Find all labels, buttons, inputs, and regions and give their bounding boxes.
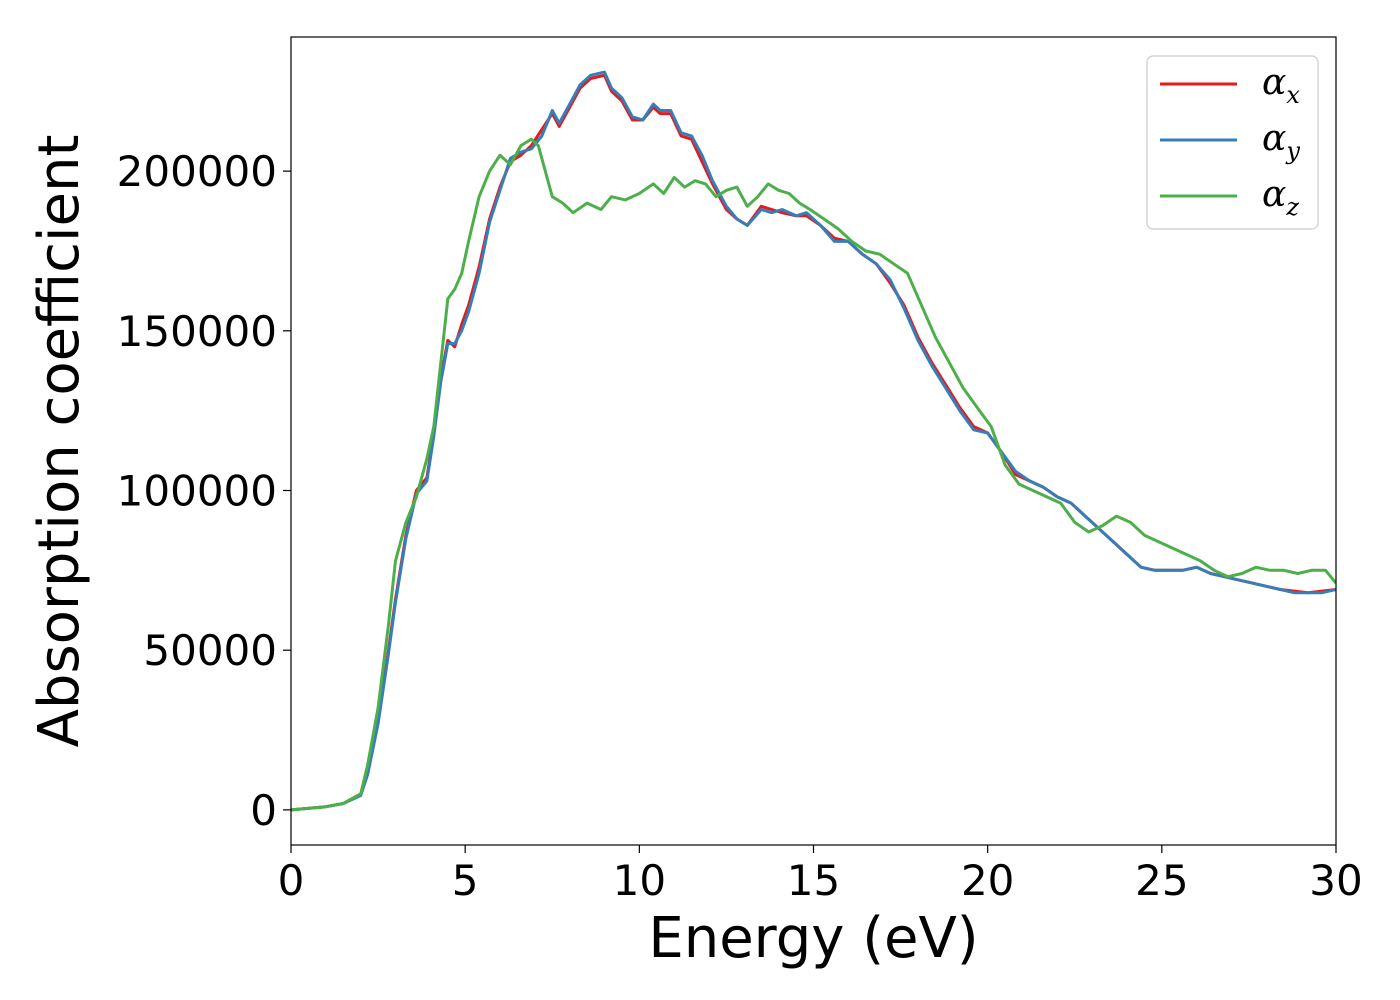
series-layer [291,70,1336,812]
y-axis-title: Absorption coefficient [27,135,92,748]
x-tick-label: 25 [1135,856,1188,905]
y-tick-label: 150000 [117,307,277,356]
x-axis-ticks: 0 5 10 15 20 25 30 [278,845,1363,905]
y-axis-ticks: 0 50000 100000 150000 200000 [117,147,291,835]
legend-label-x: αx [1262,62,1300,109]
y-tick-label: 200000 [117,147,277,196]
y-tick-label: 0 [250,786,277,835]
x-tick-label: 0 [278,856,305,905]
x-axis-title: Energy (eV) [648,906,978,971]
legend-box [1146,55,1319,230]
x-tick-label: 20 [961,856,1014,905]
legend-label-y: αy [1262,118,1300,165]
x-tick-label: 5 [452,856,479,905]
series-line-z [291,137,1336,812]
x-tick-label: 10 [613,856,666,905]
y-tick-label: 100000 [117,467,277,516]
x-tick-label: 30 [1309,856,1362,905]
series-line-y [291,70,1336,812]
y-tick-label: 50000 [143,626,277,675]
x-tick-label: 15 [787,856,840,905]
